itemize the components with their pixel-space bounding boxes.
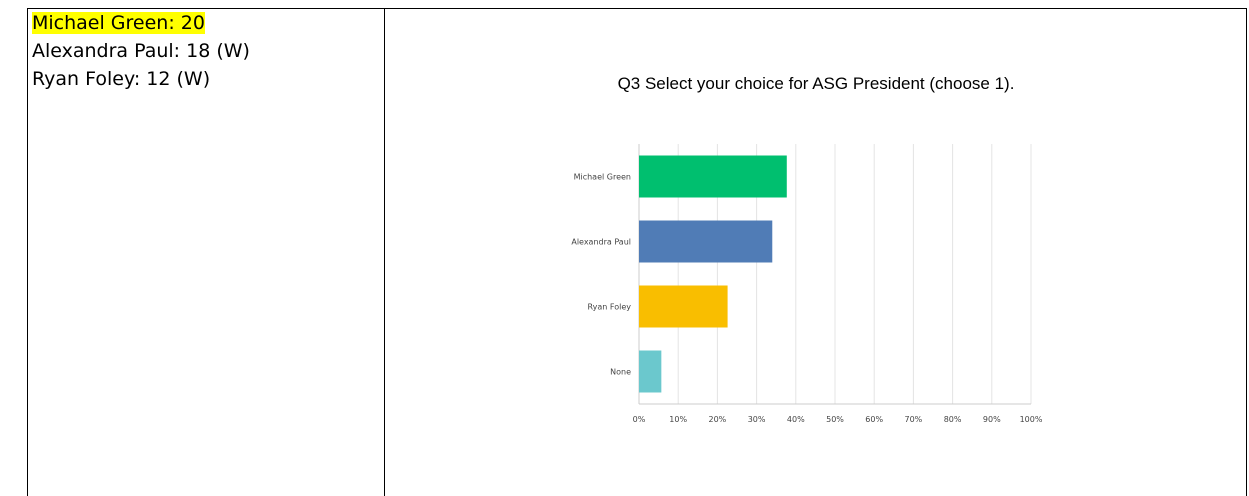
bar-none — [639, 350, 662, 393]
category-label-michael-green: Michael Green — [574, 173, 631, 182]
result-line-3: Ryan Foley: 12 (W) — [32, 68, 211, 90]
bar-alexandra-paul — [639, 220, 773, 263]
chart-cell: Q3 Select your choice for ASG President … — [385, 8, 1247, 496]
x-tick-label-9: 90% — [983, 415, 1001, 424]
x-tick-label-2: 20% — [709, 415, 727, 424]
x-tick-label-4: 40% — [787, 415, 805, 424]
bar-michael-green — [639, 155, 787, 198]
x-tick-label-10: 100% — [1020, 415, 1043, 424]
x-tick-label-6: 60% — [865, 415, 883, 424]
highlighted-result: Michael Green: 20 — [32, 12, 205, 34]
category-label-ryan-foley: Ryan Foley — [588, 303, 632, 312]
x-tick-label-0: 0% — [633, 415, 646, 424]
result-line-1: Michael Green: 20 — [32, 9, 384, 37]
category-label-alexandra-paul: Alexandra Paul — [571, 238, 631, 247]
chart-title: Q3 Select your choice for ASG President … — [617, 74, 1015, 93]
x-tick-label-1: 10% — [669, 415, 687, 424]
result-line-2: Alexandra Paul: 18 (W) — [32, 40, 250, 62]
x-tick-label-3: 30% — [748, 415, 766, 424]
bar-ryan-foley — [639, 285, 728, 328]
bar-chart: 0% 10% 20% 30% 40% 50% 60% 70% 80% 90% 100% Michael… — [571, 144, 1043, 424]
x-tick-label-5: 50% — [826, 415, 844, 424]
x-tick-label-8: 80% — [944, 415, 962, 424]
x-tick-label-7: 70% — [905, 415, 923, 424]
results-text-cell: Michael Green: 20 Alexandra Paul: 18 (W)… — [27, 8, 385, 496]
category-label-none: None — [610, 368, 631, 377]
